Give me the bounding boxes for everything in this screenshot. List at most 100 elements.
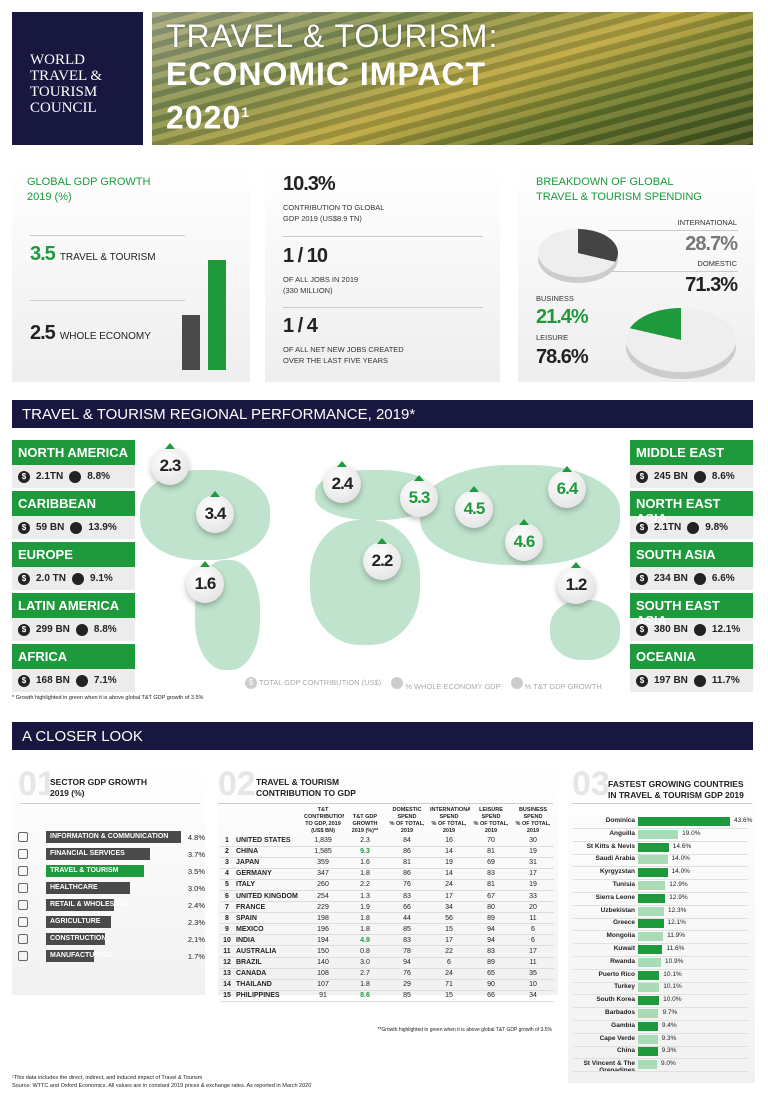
spending-panel: BREAKDOWN OF GLOBAL TRAVEL & TOURISM SPEN… xyxy=(518,165,755,382)
column-header-line: BUSINESS xyxy=(518,807,548,813)
domestic-cell: 83 xyxy=(386,934,428,947)
domestic-international-pie xyxy=(538,229,618,277)
region-name: MIDDLE EAST xyxy=(630,440,753,465)
growth-cell: 4.9 xyxy=(344,934,386,947)
international-cell: 24 xyxy=(428,879,470,891)
divider xyxy=(608,230,738,231)
domestic-label: DOMESTIC xyxy=(697,259,737,268)
country-bar xyxy=(638,868,668,878)
growth-cell: 1.6 xyxy=(344,857,386,869)
country-value: 12.1% xyxy=(667,919,686,927)
international-cell: 14 xyxy=(428,846,470,858)
country-label: St Kitts & Nevis xyxy=(586,842,635,850)
country-value: 10.1% xyxy=(663,970,682,978)
country-label: Cape Verde xyxy=(599,1034,635,1042)
country-bar xyxy=(638,1021,658,1031)
pie-icon xyxy=(75,674,88,687)
rank-cell: 13 xyxy=(220,968,234,980)
table-row: 6 UNITED KINGDOM 254 1.3 83 17 67 33 xyxy=(220,890,554,903)
international-cell: 56 xyxy=(428,912,470,925)
sector-value: 3.0% xyxy=(187,883,205,893)
country-label: Barbados xyxy=(605,1009,635,1016)
table-note: **Growth highlighted in green when it is… xyxy=(377,1027,552,1033)
sector-value: 2.3% xyxy=(187,917,205,927)
stat-value: 1 / 10 xyxy=(283,245,328,267)
column-header-line: % OF TOTAL, 2019 xyxy=(431,821,467,834)
rank-cell: 2 xyxy=(220,846,234,858)
rank-cell: 4 xyxy=(220,868,234,880)
contribution-cell: 198 xyxy=(302,912,344,925)
country-value: 10.0% xyxy=(663,996,682,1004)
stat-desc: OF ALL JOBS IN 2019 xyxy=(283,275,359,284)
country-label: Gambia xyxy=(611,1021,635,1029)
growth-cell: 1.3 xyxy=(344,890,386,903)
table-header-row: T&T CONTRIBUTION TO GDP, 2019 (US$ BN) T&T … xyxy=(220,807,554,835)
wttc-logo: WORLD TRAVEL & TOURISM COUNCIL xyxy=(12,12,143,145)
country-label: Uzbekistan xyxy=(600,906,635,914)
international-cell: 22 xyxy=(428,945,470,958)
pie-icon xyxy=(391,677,404,689)
leisure-cell: 66 xyxy=(470,990,512,1002)
year: 2020 xyxy=(166,99,242,136)
region-stats: $2.1TN 8.8% xyxy=(12,465,135,488)
legend-growth: % T&T GDP GROWTH xyxy=(510,677,602,691)
rank-cell: 6 xyxy=(220,890,234,903)
travel-tourism-bar xyxy=(208,260,226,370)
country-bar xyxy=(638,919,664,929)
leisure-cell: 89 xyxy=(470,957,512,969)
country-value: 43.6% xyxy=(734,817,753,824)
column-header: BUSINESS SPEND% OF TOTAL, 2019 xyxy=(512,807,554,835)
column-header-line: INTERNATIONAL xyxy=(430,807,470,813)
column-header-line: % OF TOTAL, 2019 xyxy=(515,821,551,834)
footer: ¹This data includes the direct, indirect… xyxy=(12,1074,311,1090)
growth-cell: 9.3 xyxy=(344,846,386,858)
sector-value: 3.7% xyxy=(187,849,205,859)
country-value: 11.6% xyxy=(666,945,685,952)
pie-icon xyxy=(693,572,706,585)
growth-cell: 1.8 xyxy=(344,923,386,936)
growth-cell: 1.8 xyxy=(344,912,386,925)
international-cell: 71 xyxy=(428,979,470,991)
business-cell: 33 xyxy=(512,890,554,903)
cart-icon xyxy=(18,900,28,910)
international-cell: 34 xyxy=(428,901,470,914)
divider xyxy=(30,300,185,301)
business-cell: 17 xyxy=(512,945,554,958)
title-year: 20201 xyxy=(166,94,250,136)
region-pct: 13.9% xyxy=(88,522,117,533)
footnote-mark: 1 xyxy=(241,104,250,120)
growth-pin: 4.5 xyxy=(455,486,493,528)
title-l2: TRAVEL & TOURISM SPENDING xyxy=(536,191,702,203)
we-label: WHOLE ECONOMY xyxy=(59,331,151,342)
title-l2: 2019 (%) xyxy=(27,191,72,203)
country-bar xyxy=(638,945,663,954)
country-contribution-section: 02 TRAVEL & TOURISM CONTRIBUTION TO GDP … xyxy=(218,765,558,1033)
stat-desc: GDP 2019 (US$8.9 TN) xyxy=(283,214,362,223)
row-divider xyxy=(573,828,748,829)
pie-icon xyxy=(72,572,85,585)
growth-pin: 2.4 xyxy=(323,461,361,503)
business-cell: 31 xyxy=(512,857,554,869)
pie-icon xyxy=(693,674,706,687)
leisure-cell: 83 xyxy=(470,945,512,958)
legend-economy: % WHOLE ECONOMY GDP xyxy=(391,677,501,691)
pie-icon xyxy=(70,521,83,534)
region-stats: $197 BN 11.7% xyxy=(630,669,753,692)
growth-pin: 6.4 xyxy=(548,466,586,508)
sector-row: FINANCIAL SERVICES 3.7% xyxy=(18,848,205,860)
column-header: T&T CONTRIBUTION TO GDP, 2019 (US$ BN) xyxy=(302,807,344,835)
legend-label: TOTAL GDP CONTRIBUTION (US$) xyxy=(258,678,382,687)
whole-economy-bar xyxy=(182,315,200,370)
region-pct: 8.8% xyxy=(93,624,117,635)
business-cell: 34 xyxy=(512,990,554,1002)
column-header-line: T&T GDP xyxy=(352,814,378,820)
region-africa: AFRICA $168 BN 7.1% xyxy=(12,644,135,692)
row-divider xyxy=(573,994,748,996)
country-label: Sierra Leone xyxy=(595,893,635,901)
region-name: AFRICA xyxy=(12,644,135,669)
stat-desc: OF ALL NET NEW JOBS CREATED xyxy=(283,345,404,354)
domestic-cell: 81 xyxy=(386,857,428,869)
country-cell: UNITED KINGDOM xyxy=(234,890,302,903)
column-header-line: SPEND xyxy=(439,814,459,820)
domestic-cell: 85 xyxy=(386,990,428,1002)
